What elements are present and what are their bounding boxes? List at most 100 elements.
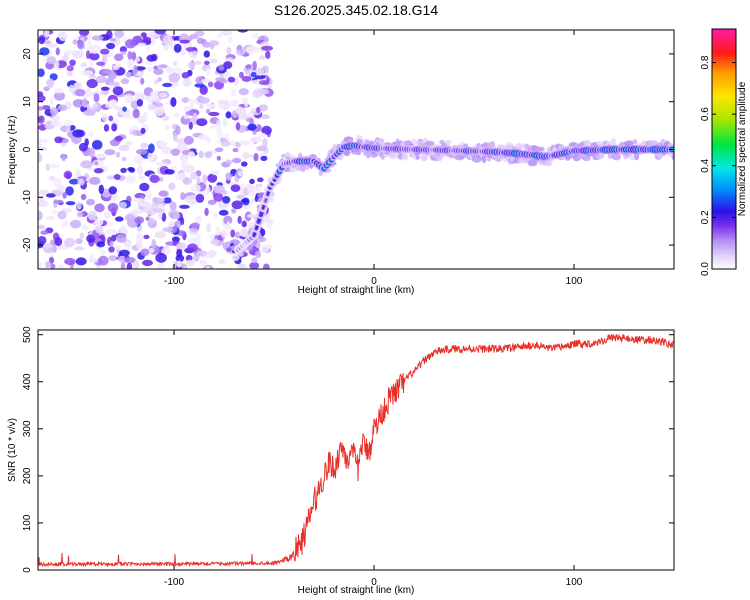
heatmap-noise-cell — [229, 139, 237, 147]
heatmap-noise-cell — [62, 119, 75, 126]
heatmap-noise-cell — [87, 210, 97, 221]
heatmap-noise-cell — [91, 35, 104, 41]
heatmap-noise-cell — [260, 155, 268, 161]
heatmap-noise-cell — [140, 248, 150, 257]
y-tick-label: 20 — [22, 48, 33, 60]
heatmap-noise-cell — [133, 197, 144, 203]
heatmap-noise-cell — [54, 88, 65, 94]
heatmap-noise-cell — [77, 39, 84, 49]
heatmap-noise-cell — [265, 220, 273, 229]
heatmap-noise-cell — [78, 142, 88, 152]
heatmap-noise-cell — [107, 202, 119, 213]
heatmap-noise-cell — [93, 93, 100, 103]
heatmap-noise-cell — [190, 171, 198, 180]
heatmap-noise-cell — [226, 247, 232, 252]
heatmap-halo-cell — [444, 139, 452, 146]
heatmap-noise-cell — [227, 76, 236, 83]
heatmap-noise-cell — [209, 124, 221, 129]
heatmap-halo-cell — [582, 155, 591, 161]
heatmap-noise-cell — [133, 260, 140, 269]
heatmap-noise-cell — [134, 216, 145, 224]
spectrogram-x-axis-label: Height of straight line (km) — [298, 285, 415, 296]
heatmap-noise-cell — [57, 104, 68, 111]
heatmap-noise-cell — [256, 106, 261, 114]
heatmap-noise-cell — [115, 216, 124, 222]
heatmap-noise-cell — [38, 106, 45, 111]
heatmap-noise-cell — [74, 246, 85, 251]
heatmap-noise-cell — [237, 170, 243, 177]
heatmap-noise-cell — [88, 254, 94, 264]
heatmap-noise-cell — [161, 212, 167, 222]
heatmap-noise-cell — [204, 151, 213, 159]
heatmap-noise-cell — [254, 75, 266, 80]
heatmap-noise-cell — [72, 129, 84, 138]
heatmap-noise-cell — [108, 115, 114, 122]
heatmap-noise-cell — [113, 245, 123, 250]
heatmap-noise-cell — [45, 193, 56, 198]
heatmap-noise-cell — [157, 77, 162, 82]
heatmap-noise-cell — [149, 217, 155, 225]
heatmap-noise-cell — [116, 233, 127, 243]
heatmap-noise-cell — [226, 221, 231, 230]
heatmap-noise-cell — [105, 221, 114, 227]
heatmap-noise-cell — [149, 174, 160, 184]
x-tick-label: -100 — [164, 276, 184, 287]
heatmap-noise-cell — [241, 97, 248, 104]
heatmap-halo-cell — [502, 157, 509, 162]
heatmap-noise-cell — [182, 77, 192, 87]
heatmap-noise-cell — [253, 135, 262, 143]
heatmap-noise-cell — [163, 197, 172, 204]
heatmap-noise-cell — [58, 31, 68, 42]
heatmap-noise-cell — [136, 99, 144, 107]
heatmap-noise-cell — [222, 117, 228, 128]
heatmap-noise-cell — [207, 173, 218, 183]
heatmap-noise-cell — [175, 125, 181, 135]
heatmap-halo-cell — [544, 161, 552, 167]
heatmap-halo-cell — [515, 142, 524, 150]
heatmap-noise-cell — [49, 96, 54, 105]
heatmap-noise-cell — [209, 58, 218, 64]
heatmap-noise-cell — [109, 84, 114, 92]
heatmap-noise-cell — [109, 37, 116, 42]
heatmap-halo-cell — [481, 155, 487, 164]
heatmap-noise-cell — [261, 114, 270, 120]
heatmap-noise-cell — [131, 51, 136, 61]
heatmap-noise-cell — [113, 174, 121, 180]
heatmap-noise-cell — [69, 59, 76, 66]
heatmap-noise-cell — [46, 56, 57, 65]
heatmap-noise-cell — [137, 42, 147, 47]
heatmap-noise-cell — [164, 169, 175, 175]
y-tick-label: 500 — [22, 326, 33, 343]
heatmap-noise-cell — [57, 210, 67, 220]
heatmap-noise-cell — [103, 211, 112, 219]
heatmap-noise-cell — [154, 30, 166, 35]
heatmap-noise-cell — [43, 138, 48, 144]
heatmap-noise-cell — [153, 79, 160, 85]
heatmap-noise-cell — [50, 263, 56, 269]
heatmap-noise-cell — [180, 192, 186, 201]
colorbar-gradient — [711, 28, 737, 270]
heatmap-noise-cell — [132, 129, 141, 136]
heatmap-noise-cell — [196, 177, 201, 185]
snr-frame — [37, 329, 675, 571]
heatmap-noise-cell — [261, 125, 272, 135]
heatmap-noise-cell — [72, 39, 78, 45]
heatmap-noise-cell — [235, 231, 240, 239]
heatmap-noise-cell — [189, 34, 199, 40]
heatmap-noise-cell — [151, 238, 157, 249]
heatmap-halo-cell — [401, 153, 409, 161]
heatmap-noise-cell — [183, 114, 190, 120]
heatmap-noise-cell — [109, 99, 118, 108]
heatmap-noise-cell — [80, 193, 87, 200]
y-tick-label: 0 — [22, 146, 33, 152]
heatmap-noise-cell — [76, 211, 84, 217]
heatmap-noise-cell — [51, 120, 62, 128]
heatmap-noise-cell — [75, 257, 87, 266]
heatmap-noise-cell — [61, 153, 66, 162]
heatmap-noise-cell — [247, 213, 258, 219]
heatmap-noise-cell — [81, 70, 94, 77]
heatmap-noise-cell — [206, 136, 211, 144]
heatmap-noise-cell — [134, 92, 145, 102]
